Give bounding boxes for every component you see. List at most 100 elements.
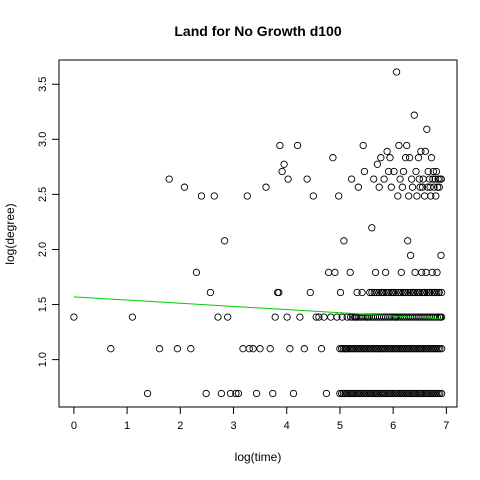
data-point xyxy=(423,125,431,133)
data-point xyxy=(425,288,434,297)
data-point xyxy=(252,389,261,398)
data-point xyxy=(435,313,444,321)
data-point xyxy=(331,268,339,277)
data-point xyxy=(412,167,420,176)
data-point xyxy=(317,345,326,353)
data-point xyxy=(370,175,378,183)
data-point xyxy=(414,154,423,162)
y-tick-label: 1.5 xyxy=(37,297,49,312)
data-point xyxy=(226,389,235,398)
data-point xyxy=(360,167,369,176)
data-point xyxy=(368,288,376,297)
data-point xyxy=(394,288,402,297)
data-point xyxy=(425,175,434,183)
x-tick-label: 2 xyxy=(177,420,183,432)
data-point xyxy=(266,345,274,353)
data-point xyxy=(377,288,386,297)
data-point xyxy=(214,313,222,321)
data-point xyxy=(358,288,366,297)
data-point xyxy=(430,288,439,297)
data-point xyxy=(432,192,440,200)
data-point xyxy=(338,313,346,321)
data-point xyxy=(206,288,215,297)
data-point xyxy=(396,389,404,398)
data-point xyxy=(389,345,397,353)
data-point xyxy=(401,154,410,162)
data-point xyxy=(437,175,445,183)
data-point xyxy=(375,183,383,191)
data-point xyxy=(437,389,446,398)
data-point xyxy=(197,192,206,200)
data-point xyxy=(403,141,411,150)
trend-line xyxy=(73,296,442,320)
data-point xyxy=(245,345,253,353)
data-point xyxy=(412,345,420,353)
data-point xyxy=(383,147,391,156)
x-tick-label: 0 xyxy=(71,420,77,432)
data-point xyxy=(335,192,343,200)
data-point xyxy=(343,313,351,321)
data-point xyxy=(392,288,400,297)
data-point xyxy=(424,167,432,176)
data-point xyxy=(397,288,405,297)
data-point xyxy=(437,288,446,297)
data-point xyxy=(419,175,427,183)
data-point xyxy=(293,141,302,150)
data-point xyxy=(173,345,182,353)
data-point xyxy=(412,389,420,398)
data-point xyxy=(217,389,226,398)
data-point xyxy=(256,345,264,353)
data-point xyxy=(224,313,232,321)
data-point xyxy=(262,183,270,191)
data-point xyxy=(437,313,446,321)
x-axis-label: log(time) xyxy=(235,450,282,464)
data-point xyxy=(351,345,360,353)
data-point xyxy=(336,288,345,297)
data-point xyxy=(416,183,424,191)
data-point xyxy=(430,183,438,191)
data-point xyxy=(410,111,418,119)
data-point xyxy=(421,147,430,156)
data-point xyxy=(380,288,388,297)
data-point xyxy=(396,345,404,353)
data-point xyxy=(269,389,277,398)
x-tick-label: 5 xyxy=(337,420,343,432)
chart-title: Land for No Growth d100 xyxy=(174,23,341,39)
data-point xyxy=(128,313,137,321)
data-point xyxy=(271,313,279,321)
data-point xyxy=(351,389,360,398)
data-point xyxy=(420,192,429,200)
data-point xyxy=(418,288,426,297)
data-point xyxy=(429,167,438,176)
data-point xyxy=(382,288,390,297)
data-point xyxy=(280,160,288,168)
data-point xyxy=(336,389,344,398)
data-point xyxy=(436,345,444,353)
data-point xyxy=(354,183,363,191)
data-point xyxy=(220,237,229,245)
data-point xyxy=(303,175,311,183)
data-point xyxy=(306,288,314,297)
data-point xyxy=(300,345,308,353)
x-axis: 0 1 2 3 4 5 6 7 xyxy=(71,406,449,432)
data-point xyxy=(389,288,398,297)
data-point xyxy=(329,154,337,162)
data-point xyxy=(433,268,441,277)
y-tick-label: 2.5 xyxy=(37,187,49,202)
data-point xyxy=(374,345,382,353)
data-point xyxy=(327,313,335,321)
data-point xyxy=(283,313,291,321)
data-point xyxy=(406,251,415,260)
data-point xyxy=(143,389,152,398)
y-axis: 1.0 1.5 2.0 2.5 3.0 3.5 xyxy=(37,77,60,367)
data-point xyxy=(423,288,431,297)
data-point xyxy=(399,288,407,297)
y-tick-label: 3.0 xyxy=(37,132,49,147)
data-point xyxy=(284,175,292,183)
data-point xyxy=(405,154,414,162)
data-point xyxy=(371,268,380,277)
data-point xyxy=(426,183,434,191)
data-point xyxy=(107,345,115,353)
data-point xyxy=(278,167,286,176)
